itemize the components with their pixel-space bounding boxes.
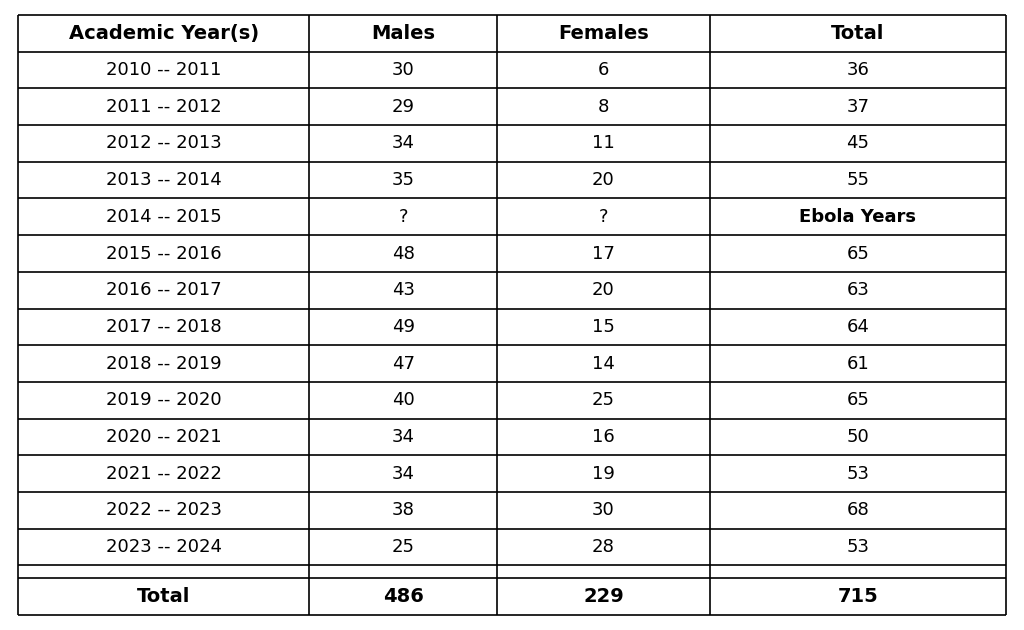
- Text: 15: 15: [592, 318, 614, 336]
- Text: Ebola Years: Ebola Years: [800, 208, 916, 226]
- Text: Females: Females: [558, 24, 649, 43]
- Text: 38: 38: [392, 501, 415, 519]
- Text: 14: 14: [592, 355, 614, 372]
- Text: 2018 -- 2019: 2018 -- 2019: [105, 355, 221, 372]
- Text: 2012 -- 2013: 2012 -- 2013: [105, 134, 221, 152]
- Text: 20: 20: [592, 171, 614, 189]
- Text: 11: 11: [592, 134, 614, 152]
- Text: 30: 30: [392, 61, 415, 79]
- Text: 55: 55: [846, 171, 869, 189]
- Text: 2014 -- 2015: 2014 -- 2015: [105, 208, 221, 226]
- Text: Total: Total: [137, 587, 190, 606]
- Text: 34: 34: [392, 465, 415, 483]
- Text: 65: 65: [847, 391, 869, 410]
- Text: 229: 229: [583, 587, 624, 606]
- Text: Total: Total: [831, 24, 885, 43]
- Text: 34: 34: [392, 134, 415, 152]
- Text: 6: 6: [598, 61, 609, 79]
- Text: 30: 30: [592, 501, 614, 519]
- Text: 61: 61: [847, 355, 869, 372]
- Text: 53: 53: [846, 538, 869, 556]
- Text: 29: 29: [392, 98, 415, 116]
- Text: 25: 25: [392, 538, 415, 556]
- Text: 19: 19: [592, 465, 614, 483]
- Text: 68: 68: [847, 501, 869, 519]
- Text: 2015 -- 2016: 2015 -- 2016: [105, 244, 221, 263]
- Text: 48: 48: [392, 244, 415, 263]
- Text: ?: ?: [398, 208, 409, 226]
- Text: 49: 49: [392, 318, 415, 336]
- Text: 20: 20: [592, 281, 614, 299]
- Text: 28: 28: [592, 538, 614, 556]
- Text: 47: 47: [392, 355, 415, 372]
- Text: 65: 65: [847, 244, 869, 263]
- Text: 2010 -- 2011: 2010 -- 2011: [106, 61, 221, 79]
- Text: 17: 17: [592, 244, 614, 263]
- Text: 2020 -- 2021: 2020 -- 2021: [105, 428, 221, 446]
- Text: 2023 -- 2024: 2023 -- 2024: [105, 538, 222, 556]
- Text: 16: 16: [592, 428, 614, 446]
- Text: 2016 -- 2017: 2016 -- 2017: [105, 281, 221, 299]
- Text: 2019 -- 2020: 2019 -- 2020: [105, 391, 221, 410]
- Text: 2011 -- 2012: 2011 -- 2012: [105, 98, 221, 116]
- Text: 40: 40: [392, 391, 415, 410]
- Text: 2022 -- 2023: 2022 -- 2023: [105, 501, 222, 519]
- Text: 53: 53: [846, 465, 869, 483]
- Text: Academic Year(s): Academic Year(s): [69, 24, 259, 43]
- Text: 45: 45: [846, 134, 869, 152]
- Text: 2021 -- 2022: 2021 -- 2022: [105, 465, 221, 483]
- Text: 35: 35: [392, 171, 415, 189]
- Text: 50: 50: [847, 428, 869, 446]
- Text: Males: Males: [372, 24, 435, 43]
- Text: 8: 8: [598, 98, 609, 116]
- Text: 37: 37: [846, 98, 869, 116]
- Text: 486: 486: [383, 587, 424, 606]
- Text: 36: 36: [847, 61, 869, 79]
- Text: 2017 -- 2018: 2017 -- 2018: [105, 318, 221, 336]
- Text: 34: 34: [392, 428, 415, 446]
- Text: 25: 25: [592, 391, 614, 410]
- Text: 43: 43: [392, 281, 415, 299]
- Text: ?: ?: [599, 208, 608, 226]
- Text: 64: 64: [847, 318, 869, 336]
- Text: 715: 715: [838, 587, 879, 606]
- Text: 63: 63: [847, 281, 869, 299]
- Text: 2013 -- 2014: 2013 -- 2014: [105, 171, 221, 189]
